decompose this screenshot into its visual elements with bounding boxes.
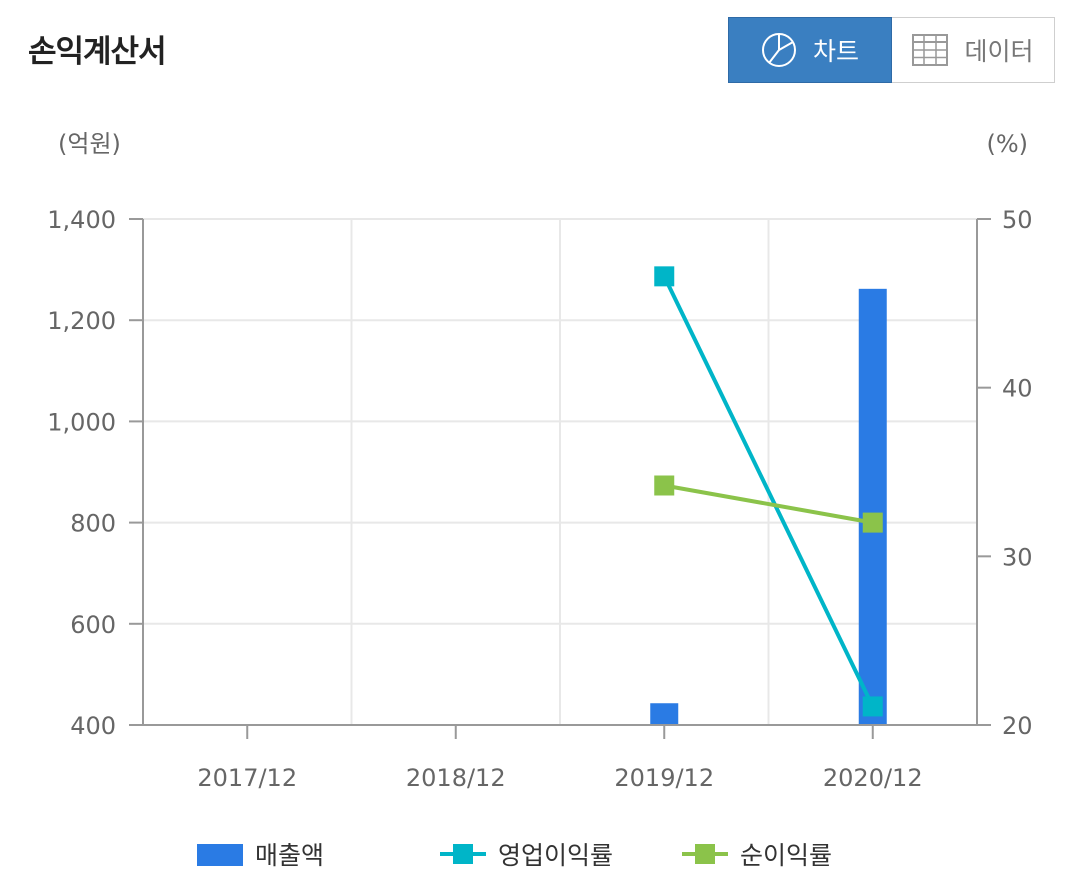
- data-tab-label: 데이터: [964, 37, 1034, 66]
- income-chart: (억원) (%) 400 600 800 1,000 1,200 1,400 20 30 40 5…: [47, 130, 1033, 792]
- marker-series-1-2019-12: [654, 266, 675, 287]
- legend-line-swatch-net: [682, 844, 728, 864]
- pie-chart-icon: [761, 32, 797, 68]
- chart-legend: 매출액 영업이익률 순이익률: [0, 834, 1080, 874]
- chart-tab-button[interactable]: 차트: [728, 17, 892, 83]
- legend-bar-swatch: [197, 844, 243, 866]
- x-tick-label: 2020/12: [823, 764, 923, 792]
- left-tick-label: 1,200: [47, 307, 116, 335]
- right-tick-label: 50: [1002, 206, 1033, 234]
- right-axis-unit: (%): [986, 130, 1028, 158]
- bar-2019-12: [650, 703, 679, 725]
- legend-line-swatch-operating: [440, 844, 486, 864]
- x-tick-label: 2019/12: [614, 764, 714, 792]
- left-tick-label: 400: [70, 712, 116, 740]
- left-tick-label: 600: [70, 611, 116, 639]
- right-tick-label: 40: [1002, 375, 1033, 403]
- left-tick-label: 1,400: [47, 206, 116, 234]
- marker-series-2-2019-12: [654, 475, 675, 496]
- line-series-1: [662, 275, 875, 708]
- legend-label-net-margin: 순이익률: [740, 841, 833, 870]
- table-grid-icon: [912, 34, 949, 66]
- x-tick-label: 2017/12: [197, 764, 297, 792]
- chart-tab-label: 차트: [812, 37, 859, 66]
- line-series-2: [663, 483, 874, 525]
- right-tick-label: 20: [1002, 712, 1033, 740]
- view-toggle: 차트 데이터: [728, 17, 1055, 83]
- x-tick-label: 2018/12: [406, 764, 506, 792]
- legend-item-revenue[interactable]: 매출액: [197, 834, 324, 874]
- right-tick-label: 30: [1002, 543, 1033, 571]
- left-tick-label: 800: [70, 510, 116, 538]
- marker-series-1-2020-12: [862, 696, 883, 717]
- bar-2020-12: [858, 288, 887, 725]
- page-title: 손익계산서: [28, 34, 167, 70]
- legend-label-operating-margin: 영업이익률: [498, 841, 614, 870]
- legend-label-revenue: 매출액: [255, 841, 325, 870]
- marker-series-2-2020-12: [862, 512, 883, 533]
- legend-item-operating-margin[interactable]: 영업이익률: [440, 834, 613, 874]
- legend-item-net-margin[interactable]: 순이익률: [682, 834, 832, 874]
- left-axis-unit: (억원): [58, 130, 121, 158]
- left-tick-label: 1,000: [47, 408, 116, 436]
- data-tab-button[interactable]: 데이터: [892, 17, 1055, 83]
